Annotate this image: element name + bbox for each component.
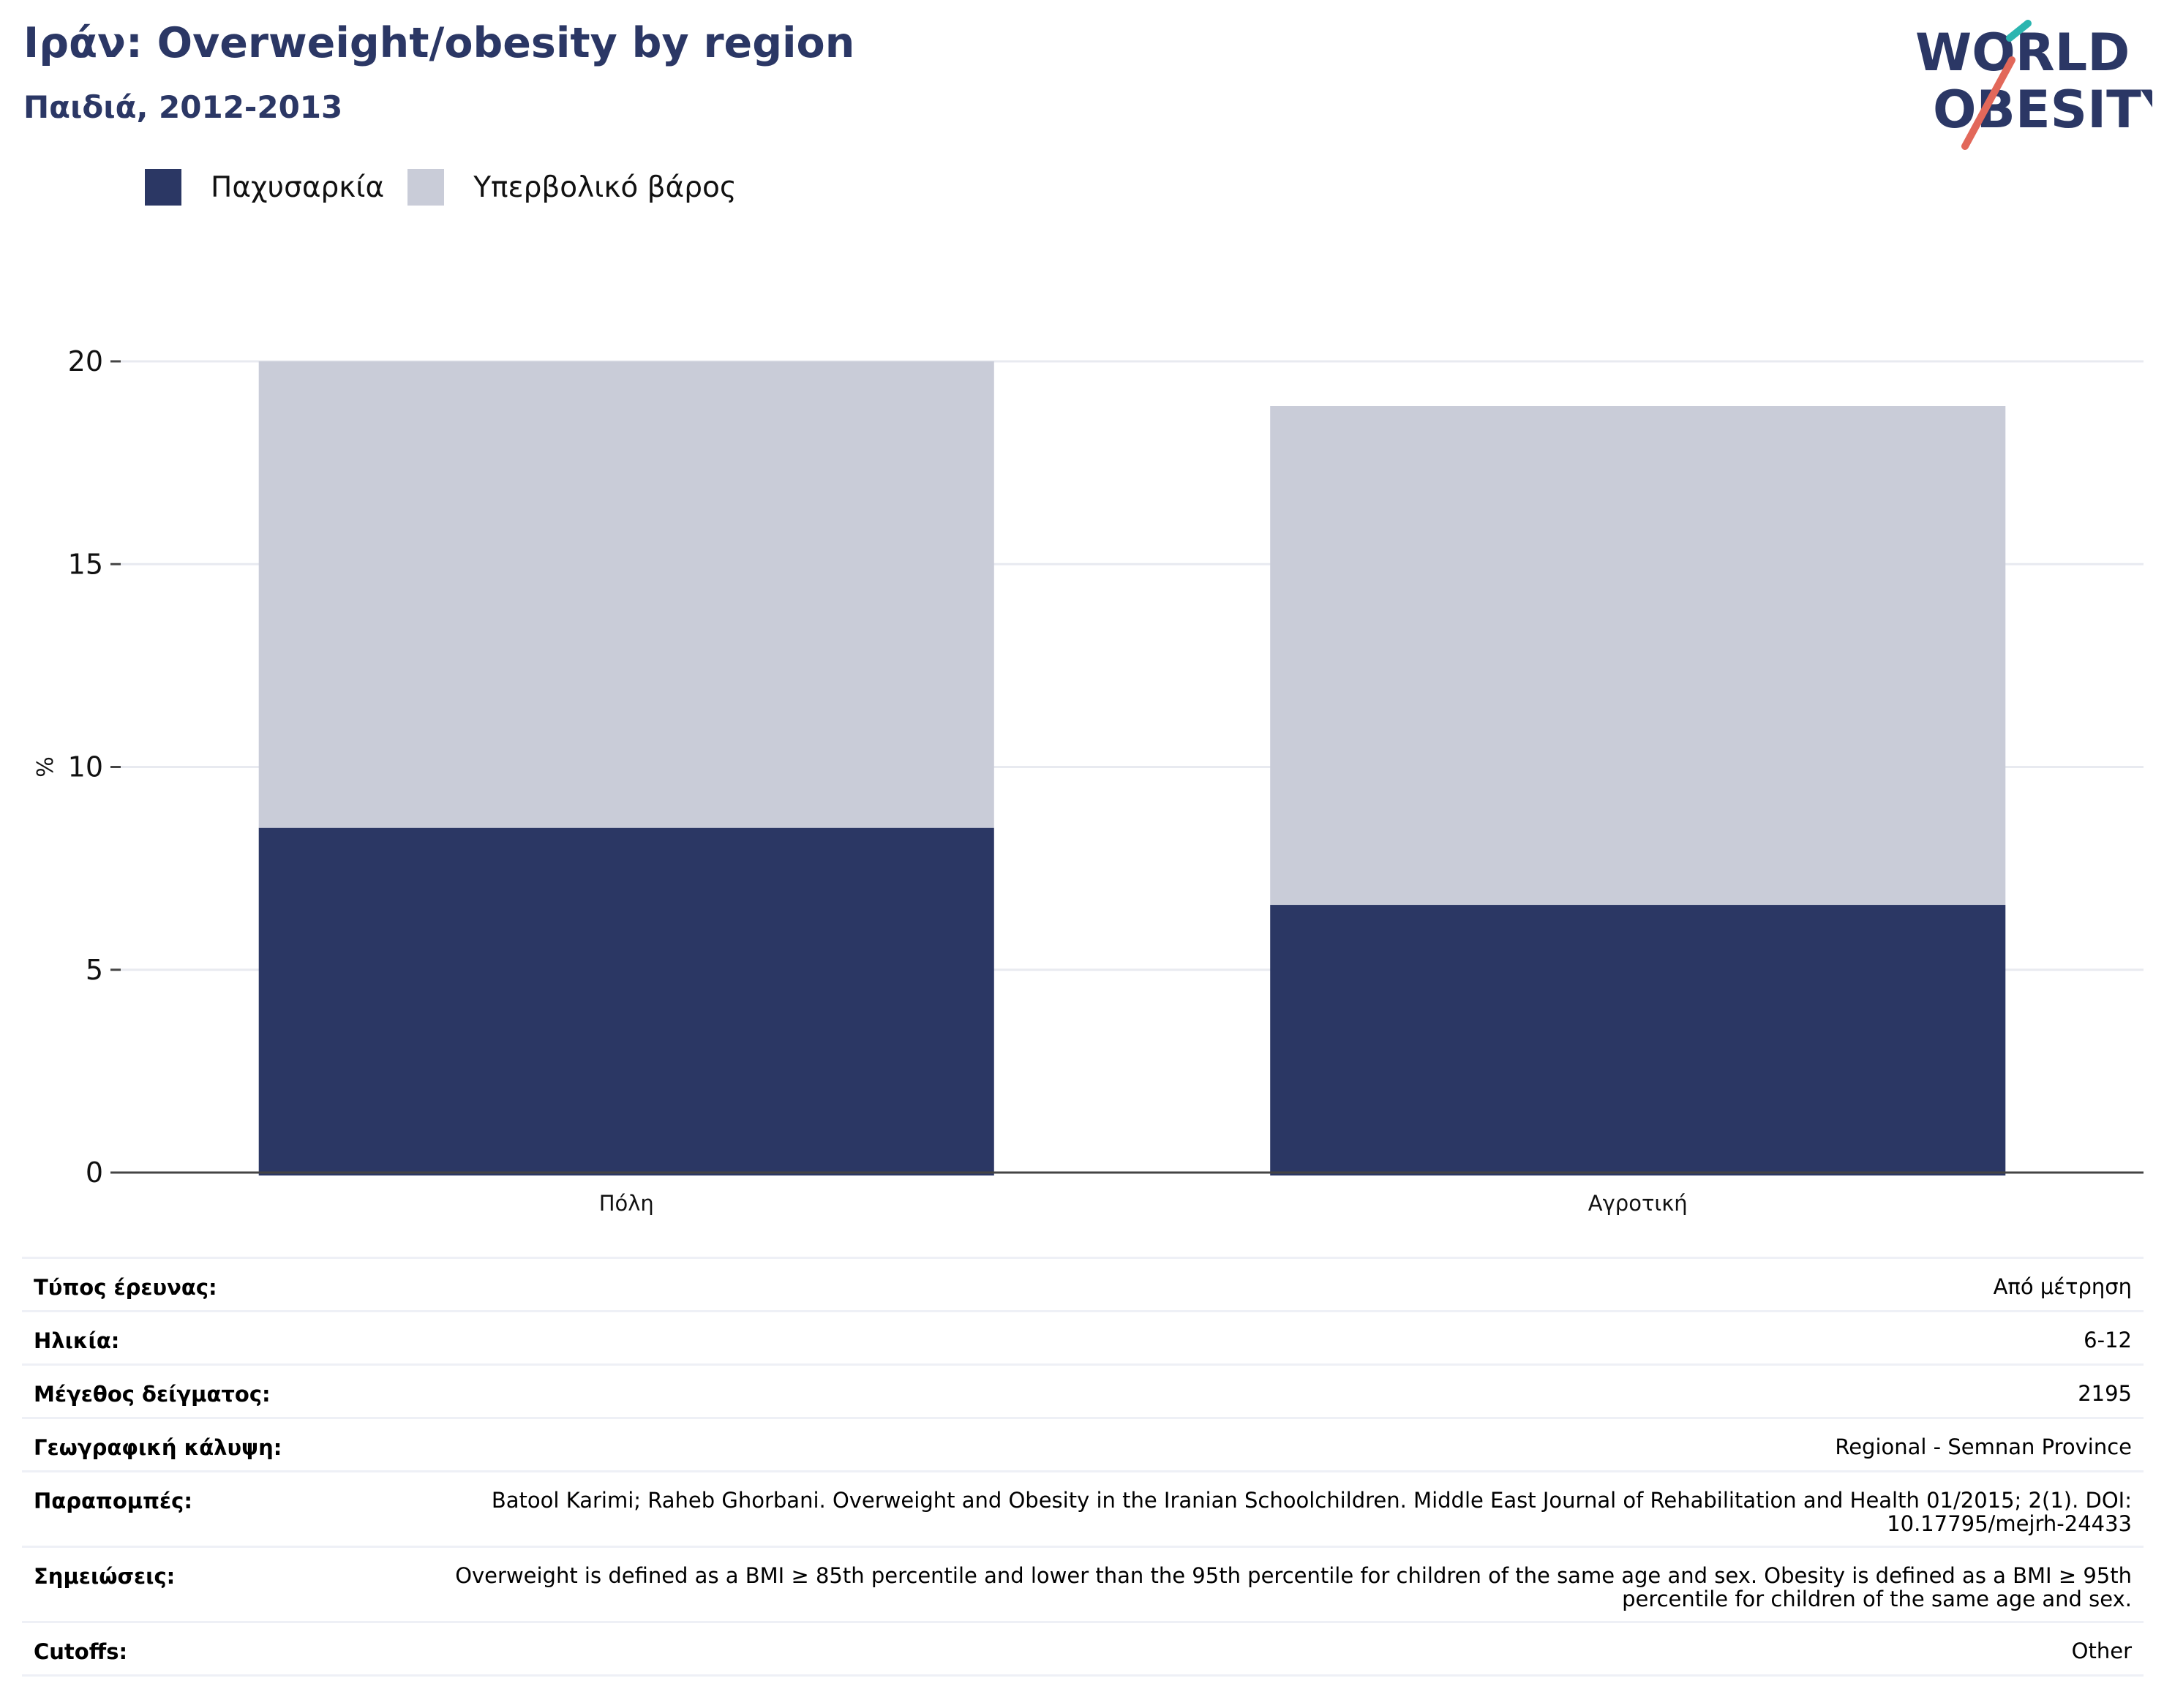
- info-row-cutoffs: Cutoffs: Other: [22, 1621, 2144, 1677]
- y-tick-label: 20: [68, 345, 103, 377]
- info-label: Γεωγραφική κάλυψη:: [34, 1435, 282, 1460]
- bar-obesity[interactable]: [258, 827, 994, 1175]
- legend-swatch-obesity: [145, 169, 181, 206]
- bar-chart: 0 5 10 15 20% Πόλη Αγροτική: [33, 345, 2144, 1216]
- y-tick-label: 10: [68, 751, 103, 783]
- info-label: Ηλικία:: [34, 1328, 120, 1353]
- survey-info-table: Τύπος έρευνας: Από μέτρηση Ηλικία: 6-12 …: [22, 1257, 2144, 1677]
- y-tick-label: 0: [86, 1156, 103, 1189]
- info-value: Από μέτρηση: [1993, 1274, 2132, 1299]
- info-value: 6-12: [2084, 1328, 2132, 1353]
- bar-obesity[interactable]: [1270, 905, 2006, 1175]
- info-label: Cutoffs:: [34, 1639, 128, 1664]
- info-value: Other: [2071, 1639, 2132, 1663]
- info-value: 2195: [2078, 1381, 2132, 1406]
- chart-legend: Παχυσαρκία Υπερβολικό βάρος: [145, 167, 760, 208]
- logo-line1: WORLD: [1915, 23, 2130, 83]
- legend-label-overweight: Υπερβολικό βάρος: [473, 170, 737, 204]
- info-row-notes: Σημειώσεις: Overweight is defined as a B…: [22, 1546, 2144, 1621]
- info-value: Overweight is defined as a BMI ≥ 85th pe…: [455, 1563, 2132, 1611]
- info-row-age: Ηλικία: 6-12: [22, 1310, 2144, 1363]
- x-tick-label: Πόλη: [599, 1191, 654, 1216]
- info-row-survey-type: Τύπος έρευνας: Από μέτρηση: [22, 1257, 2144, 1310]
- info-label: Τύπος έρευνας:: [34, 1275, 217, 1300]
- logo-line2: OBESITY: [1933, 80, 2152, 140]
- info-label: Μέγεθος δείγματος:: [34, 1382, 271, 1407]
- x-tick-label: Αγροτική: [1588, 1191, 1688, 1216]
- info-row-sample-size: Μέγεθος δείγματος: 2195: [22, 1363, 2144, 1417]
- legend-swatch-overweight: [407, 169, 445, 206]
- y-axis-label: %: [33, 756, 59, 778]
- info-row-coverage: Γεωγραφική κάλυψη: Regional - Semnan Pro…: [22, 1417, 2144, 1470]
- bar-overweight[interactable]: [258, 361, 994, 828]
- y-tick-label: 5: [86, 954, 103, 986]
- legend-item-overweight[interactable]: Υπερβολικό βάρος: [407, 169, 737, 206]
- y-tick-label: 15: [68, 548, 103, 580]
- legend-label-obesity: Παχυσαρκία: [211, 170, 385, 204]
- info-row-references: Παραπομπές: Batool Karimi; Raheb Ghorban…: [22, 1470, 2144, 1546]
- info-label: Παραπομπές:: [34, 1489, 192, 1513]
- info-value: Batool Karimi; Raheb Ghorbani. Overweigh…: [491, 1488, 2132, 1536]
- info-value: Regional - Semnan Province: [1835, 1434, 2132, 1459]
- info-label: Σημειώσεις:: [34, 1564, 176, 1589]
- bar-overweight[interactable]: [1270, 405, 2006, 906]
- legend-item-obesity[interactable]: Παχυσαρκία: [145, 169, 384, 206]
- world-obesity-logo: WORLD OBESITY: [1915, 20, 2152, 150]
- chart-title: Ιράν: Overweight/obesity by region: [23, 19, 855, 67]
- chart-subtitle: Παιδιά, 2012-2013: [23, 89, 343, 125]
